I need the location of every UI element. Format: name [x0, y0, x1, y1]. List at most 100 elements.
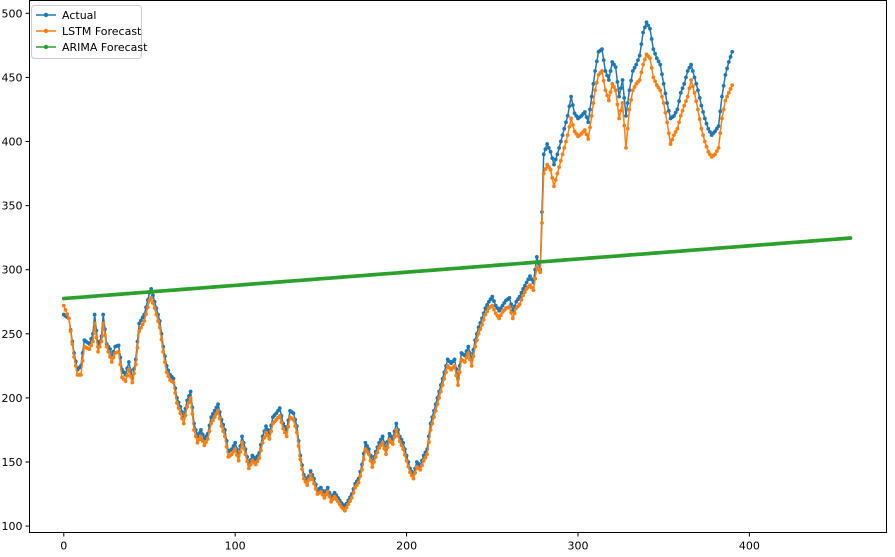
- data-point-lstm-forecast: [589, 113, 594, 118]
- data-point-actual: [673, 110, 678, 115]
- data-point-actual: [116, 343, 121, 348]
- data-point-lstm-forecast: [267, 437, 272, 441]
- data-point-actual: [696, 88, 700, 93]
- data-point-actual: [231, 444, 236, 448]
- data-point-lstm-forecast: [181, 421, 186, 426]
- data-point-lstm-forecast: [265, 433, 270, 438]
- data-point-lstm-forecast: [716, 146, 721, 150]
- data-point-lstm-forecast: [325, 489, 330, 494]
- data-point-lstm-forecast: [421, 458, 426, 463]
- data-point-lstm-forecast: [94, 335, 99, 340]
- data-point-lstm-forecast: [236, 458, 241, 463]
- data-point-lstm-forecast: [185, 404, 190, 409]
- data-point-lstm-forecast: [68, 329, 73, 334]
- data-point-lstm-forecast: [641, 62, 646, 67]
- data-point-lstm-forecast: [685, 94, 690, 99]
- data-point-actual: [721, 83, 726, 88]
- series-arima-forecast: [61, 236, 853, 301]
- data-point-lstm-forecast: [564, 139, 568, 144]
- data-point-lstm-forecast: [471, 354, 476, 359]
- data-point-lstm-forecast: [135, 346, 140, 350]
- data-point-lstm-forecast: [697, 117, 702, 121]
- data-point-actual: [603, 69, 608, 73]
- data-point-lstm-forecast: [111, 355, 116, 360]
- data-point-lstm-forecast: [224, 444, 229, 449]
- data-point-lstm-forecast: [262, 435, 267, 440]
- data-point-lstm-forecast: [103, 333, 107, 337]
- data-point-lstm-forecast: [390, 442, 395, 446]
- data-point-actual: [701, 110, 705, 114]
- data-point-lstm-forecast: [665, 120, 670, 125]
- data-point-lstm-forecast: [420, 463, 424, 468]
- data-point-lstm-forecast: [373, 454, 378, 459]
- data-point-lstm-forecast: [89, 343, 94, 348]
- data-point-lstm-forecast: [485, 309, 490, 314]
- data-point-lstm-forecast: [176, 406, 181, 411]
- data-point-actual: [199, 428, 203, 432]
- data-point-lstm-forecast: [696, 107, 700, 112]
- data-point-lstm-forecast: [139, 325, 143, 330]
- data-point-lstm-forecast: [380, 440, 385, 445]
- data-point-actual: [507, 296, 512, 300]
- data-point-lstm-forecast: [180, 416, 184, 421]
- data-point-lstm-forecast: [728, 87, 733, 91]
- data-point-lstm-forecast: [212, 415, 217, 420]
- data-point-actual: [689, 62, 693, 67]
- data-point-lstm-forecast: [618, 108, 623, 113]
- data-point-lstm-forecast: [248, 462, 253, 467]
- x-tick-label: 300: [567, 540, 588, 553]
- data-point-actual: [569, 94, 574, 99]
- data-point-lstm-forecast: [435, 402, 440, 407]
- data-point-lstm-forecast: [601, 78, 606, 83]
- data-point-lstm-forecast: [166, 374, 171, 378]
- data-point-lstm-forecast: [642, 57, 647, 62]
- legend-marker-lstm: [43, 28, 49, 34]
- data-point-lstm-forecast: [433, 408, 438, 413]
- data-point-lstm-forecast: [351, 490, 356, 495]
- data-point-actual: [363, 440, 368, 445]
- data-point-lstm-forecast: [269, 429, 274, 434]
- data-point-lstm-forecast: [342, 508, 347, 513]
- data-point-lstm-forecast: [533, 276, 538, 281]
- data-point-actual: [617, 94, 622, 99]
- data-point-lstm-forecast: [497, 316, 502, 321]
- data-point-actual: [197, 431, 202, 436]
- data-point-lstm-forecast: [346, 502, 351, 507]
- data-point-lstm-forecast: [406, 464, 411, 469]
- data-point-actual: [608, 69, 613, 73]
- data-point-actual: [127, 360, 131, 364]
- y-tick-label: 150: [2, 456, 23, 469]
- y-tick-label: 400: [2, 136, 23, 149]
- data-point-lstm-forecast: [694, 99, 699, 104]
- data-point-lstm-forecast: [61, 303, 66, 308]
- data-point-actual: [708, 130, 712, 134]
- legend-label-arima: ARIMA Forecast: [62, 41, 148, 54]
- data-point-lstm-forecast: [620, 101, 625, 105]
- data-point-actual: [485, 303, 490, 307]
- axis-layer: 0 100 200 300 400 100 150 200 250 300 350 400 450 500: [2, 7, 760, 552]
- data-point-lstm-forecast: [156, 319, 160, 323]
- data-point-lstm-forecast: [238, 449, 243, 454]
- data-point-lstm-forecast: [322, 495, 327, 500]
- data-point-actual: [684, 75, 688, 80]
- data-point-lstm-forecast: [663, 110, 668, 115]
- data-point-lstm-forecast: [188, 396, 193, 400]
- data-point-lstm-forecast: [202, 443, 207, 448]
- data-point-lstm-forecast: [291, 417, 296, 422]
- data-point-lstm-forecast: [483, 312, 488, 317]
- data-point-lstm-forecast: [466, 351, 471, 355]
- data-point-lstm-forecast: [404, 458, 409, 463]
- data-point-actual: [524, 280, 529, 285]
- data-point-actual: [716, 124, 721, 129]
- data-point-lstm-forecast: [65, 312, 70, 317]
- data-point-lstm-forecast: [104, 344, 109, 349]
- data-point-actual: [600, 47, 604, 52]
- data-point-actual: [325, 485, 330, 490]
- data-point-actual: [665, 101, 670, 105]
- data-point-lstm-forecast: [555, 171, 560, 176]
- data-point-actual: [211, 412, 215, 416]
- data-point-lstm-forecast: [557, 165, 562, 170]
- data-point-lstm-forecast: [132, 371, 136, 376]
- data-point-actual: [593, 69, 598, 73]
- data-point-lstm-forecast: [216, 408, 220, 413]
